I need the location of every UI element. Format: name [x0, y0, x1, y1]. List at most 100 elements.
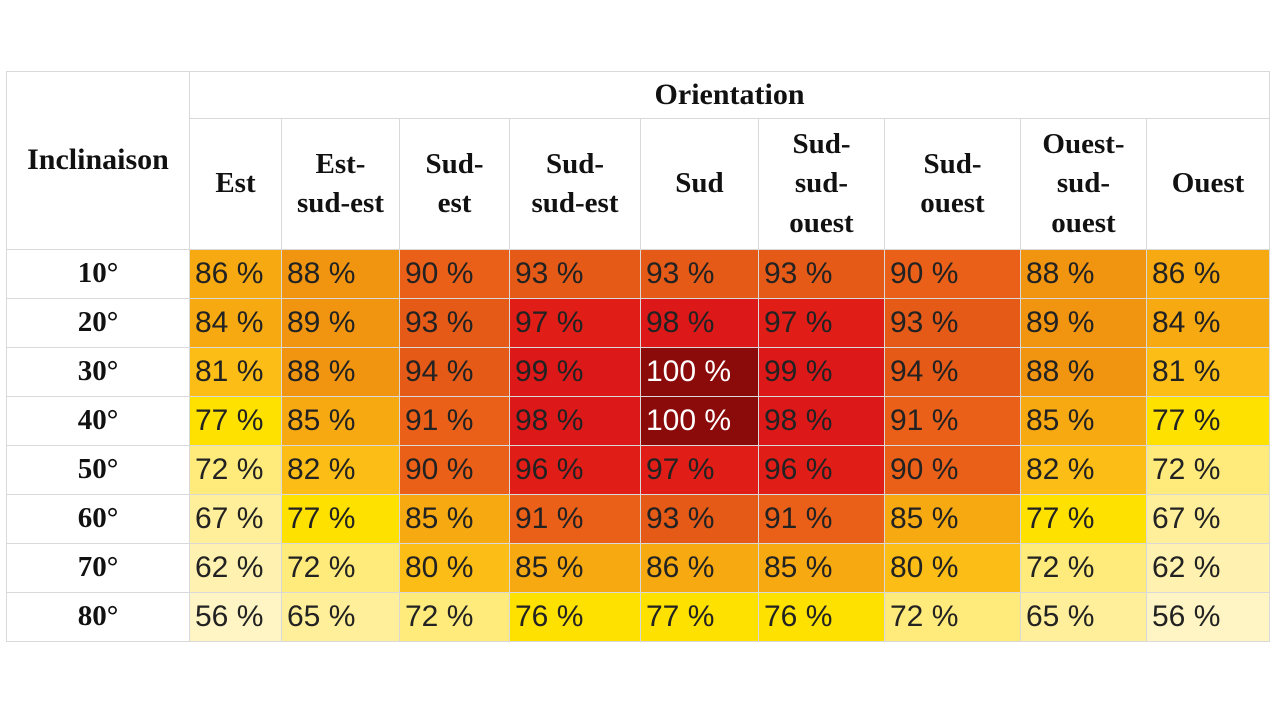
heatmap-cell: 72 % [281, 543, 400, 593]
heatmap-cell: 97 % [509, 298, 641, 348]
heatmap-cell: 77 % [640, 592, 759, 642]
table-row: 10° 86 % 88 % 90 % 93 % 93 % 93 % 90 % 88 % 86 % [6, 249, 1271, 299]
heatmap-cell: 98 % [758, 396, 885, 446]
heatmap-cell: 90 % [399, 445, 510, 495]
column-header: Est [189, 118, 282, 250]
row-header: 50° [6, 445, 190, 495]
column-header-label: Sud- ouest [920, 147, 985, 219]
heatmap-cell: 77 % [189, 396, 282, 446]
heatmap-cell: 85 % [281, 396, 400, 446]
column-header: Sud- ouest [884, 118, 1021, 250]
heatmap-cell: 98 % [640, 298, 759, 348]
heatmap-cell: 90 % [884, 249, 1021, 299]
heatmap-cell: 90 % [399, 249, 510, 299]
column-header: Sud [640, 118, 759, 250]
table-row: 80° 56 % 65 % 72 % 76 % 77 % 76 % 72 % 65 % 56 % [6, 592, 1271, 642]
row-header: 60° [6, 494, 190, 544]
heatmap-cell: 100 % [640, 347, 759, 397]
heatmap-cell: 93 % [884, 298, 1021, 348]
table-row: 40° 77 % 85 % 91 % 98 % 100 % 98 % 91 % 85 % 77 % [6, 396, 1271, 446]
heatmap-cell: 72 % [1145, 445, 1271, 495]
heatmap-cell: 72 % [189, 445, 282, 495]
heatmap-cell: 86 % [1145, 249, 1271, 299]
heatmap-cell: 81 % [1145, 347, 1271, 397]
heatmap-cell: 76 % [758, 592, 885, 642]
column-header-label: Sud [675, 167, 724, 200]
column-header-label: Est- sud-est [296, 147, 384, 219]
row-header: 20° [6, 298, 190, 348]
heatmap-cell: 72 % [399, 592, 510, 642]
table-row: 50° 72 % 82 % 90 % 96 % 97 % 96 % 90 % 82 % 72 % [6, 445, 1271, 495]
row-header: 40° [6, 396, 190, 446]
heatmap-cell: 96 % [509, 445, 641, 495]
heatmap-cell: 89 % [281, 298, 400, 348]
column-header: Sud- sud-est [509, 118, 641, 250]
heatmap-cell: 88 % [281, 347, 400, 397]
row-header: 10° [6, 249, 190, 299]
heatmap-cell: 91 % [884, 396, 1021, 446]
heatmap-cell: 85 % [758, 543, 885, 593]
heatmap-cell: 96 % [758, 445, 885, 495]
column-header: Sud- sud- ouest [758, 118, 885, 250]
column-header-label: Ouest- sud- ouest [1042, 128, 1125, 239]
heatmap-cell: 100 % [640, 396, 759, 446]
heatmap-cell: 91 % [509, 494, 641, 544]
heatmap-cell: 91 % [758, 494, 885, 544]
heatmap-cell: 99 % [509, 347, 641, 397]
heatmap-cell: 85 % [1020, 396, 1147, 446]
row-header-label: Inclinaison [6, 71, 190, 250]
heatmap-cell: 56 % [189, 592, 282, 642]
heatmap-cell: 93 % [399, 298, 510, 348]
row-header: 70° [6, 543, 190, 593]
column-header: Ouest- sud- ouest [1020, 118, 1147, 250]
heatmap-cell: 72 % [884, 592, 1021, 642]
heatmap-cell: 86 % [189, 249, 282, 299]
heatmap-cell: 88 % [1020, 249, 1147, 299]
column-header-label: Sud- est [425, 147, 484, 219]
heatmap-cell: 82 % [1020, 445, 1147, 495]
heatmap-cell: 88 % [281, 249, 400, 299]
heatmap-cell: 56 % [1145, 592, 1271, 642]
heatmap-cell: 93 % [509, 249, 641, 299]
heatmap-cell: 93 % [640, 249, 759, 299]
heatmap-cell: 65 % [1020, 592, 1147, 642]
column-header-label: Ouest [1171, 167, 1245, 200]
heatmap-cell: 67 % [1145, 494, 1271, 544]
heatmap-cell: 98 % [509, 396, 641, 446]
heatmap-cell: 94 % [399, 347, 510, 397]
heatmap-cell: 88 % [1020, 347, 1147, 397]
heatmap-cell: 97 % [640, 445, 759, 495]
column-header: Sud- est [399, 118, 510, 250]
heatmap-cell: 85 % [509, 543, 641, 593]
heatmap-cell: 84 % [189, 298, 282, 348]
heatmap-table: Inclinaison Orientation Est Est- sud-est S… [6, 71, 1271, 642]
heatmap-cell: 85 % [399, 494, 510, 544]
heatmap-cell: 77 % [281, 494, 400, 544]
column-header-label: Est [215, 167, 256, 200]
heatmap-cell: 93 % [640, 494, 759, 544]
table-row: 30° 81 % 88 % 94 % 99 % 100 % 99 % 94 % 88 % 81 % [6, 347, 1271, 397]
heatmap-cell: 77 % [1020, 494, 1147, 544]
heatmap-cell: 81 % [189, 347, 282, 397]
heatmap-cell: 65 % [281, 592, 400, 642]
column-header-label: Sud- sud- ouest [789, 128, 854, 239]
heatmap-cell: 85 % [884, 494, 1021, 544]
table-row: 70° 62 % 72 % 80 % 85 % 86 % 85 % 80 % 72 % 62 % [6, 543, 1271, 593]
heatmap-cell: 91 % [399, 396, 510, 446]
heatmap-cell: 76 % [509, 592, 641, 642]
heatmap-cell: 97 % [758, 298, 885, 348]
column-header-label: Sud- sud-est [531, 147, 619, 219]
heatmap-cell: 84 % [1145, 298, 1271, 348]
heatmap-cell: 62 % [189, 543, 282, 593]
column-header: Ouest [1145, 118, 1271, 250]
heatmap-cell: 80 % [399, 543, 510, 593]
heatmap-cell: 93 % [758, 249, 885, 299]
heatmap-cell: 77 % [1145, 396, 1271, 446]
heatmap-cell: 67 % [189, 494, 282, 544]
heatmap-cell: 80 % [884, 543, 1021, 593]
table-row: 60° 67 % 77 % 85 % 91 % 93 % 91 % 85 % 77 % 67 % [6, 494, 1271, 544]
heatmap-cell: 72 % [1020, 543, 1147, 593]
heatmap-cell: 89 % [1020, 298, 1147, 348]
heatmap-cell: 90 % [884, 445, 1021, 495]
heatmap-cell: 99 % [758, 347, 885, 397]
